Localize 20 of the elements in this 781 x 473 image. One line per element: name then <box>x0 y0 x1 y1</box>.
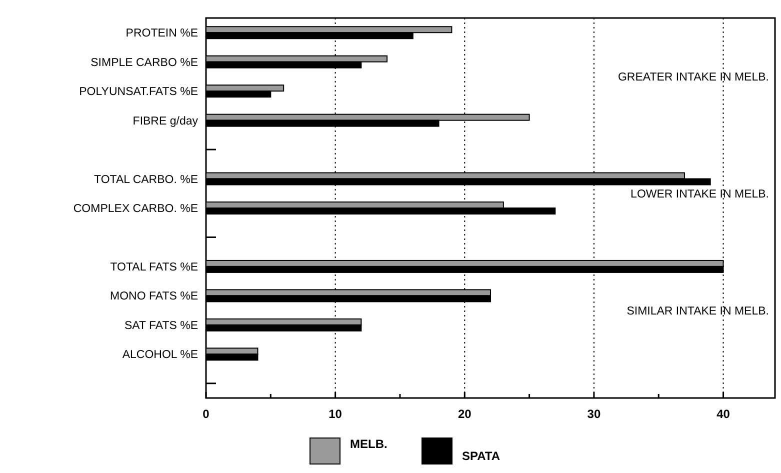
y-tick-label: PROTEIN %E <box>126 28 198 40</box>
legend-label: MELB. <box>350 437 388 451</box>
y-tick-label: TOTAL CARBO. %E <box>94 174 198 186</box>
x-tick-label: 40 <box>716 407 730 421</box>
y-tick-label: SAT FATS %E <box>124 320 198 332</box>
x-tick-label: 10 <box>328 407 342 421</box>
y-tick-label: SIMPLE CARBO %E <box>90 56 198 69</box>
y-tick-label: MONO FATS %E <box>110 290 198 303</box>
x-tick-label: 0 <box>202 407 210 421</box>
annotation: LOWER INTAKE IN MELB. <box>630 188 769 200</box>
annotation: SIMILAR INTAKE IN MELB. <box>626 305 769 318</box>
y-tick-label: FIBRE g/day <box>132 115 198 128</box>
legend-label: SPATA <box>462 449 500 463</box>
y-tick-label: POLYUNSAT.FATS %E <box>79 86 198 98</box>
y-tick-label: ALCOHOL %E <box>122 349 198 362</box>
y-tick-label: COMPLEX CARBO. %E <box>73 203 198 215</box>
y-tick-label: TOTAL FATS %E <box>110 261 198 274</box>
x-tick-label: 30 <box>587 407 601 421</box>
x-tick-label: 20 <box>458 407 472 421</box>
annotation: GREATER INTAKE IN MELB. <box>618 71 769 84</box>
